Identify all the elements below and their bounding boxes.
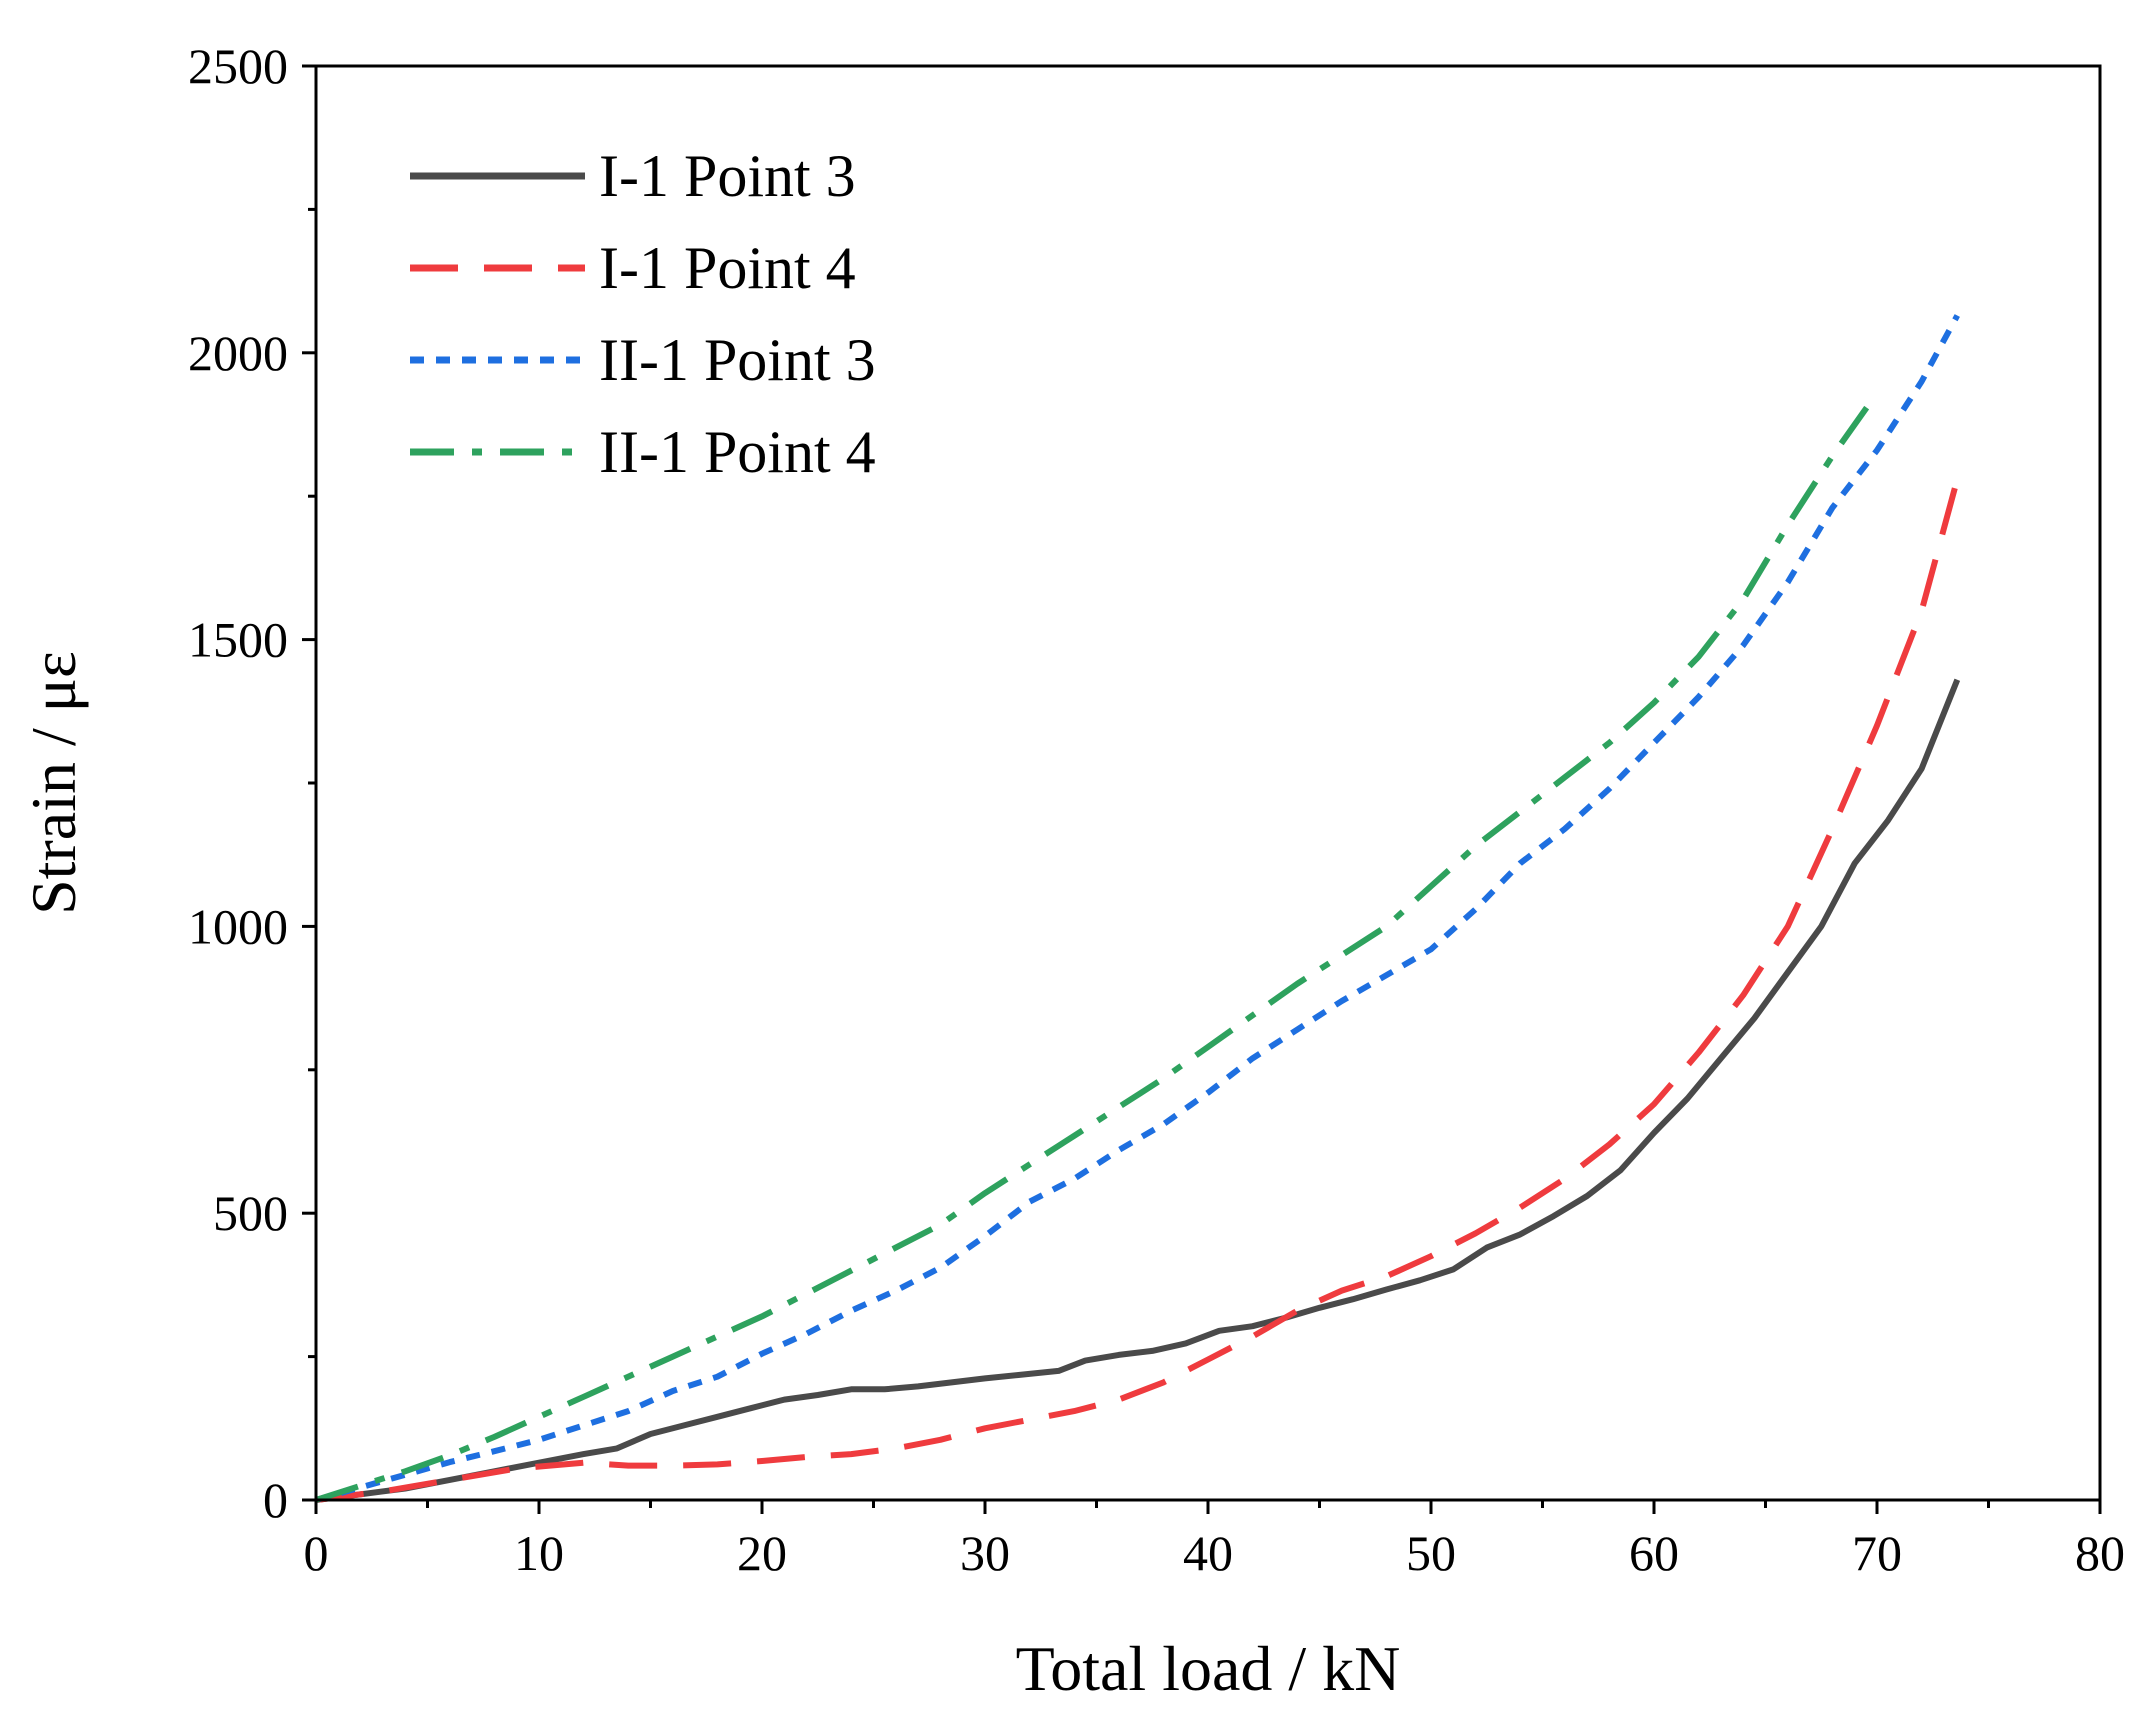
plot-frame xyxy=(314,64,2102,1502)
y-tick-label: 2500 xyxy=(188,38,288,94)
legend-label-4: II-1 Point 4 xyxy=(599,419,876,485)
series-line-2 xyxy=(315,478,1961,1503)
y-tick-label: 0 xyxy=(263,1472,288,1528)
legend-label-2: I-1 Point 4 xyxy=(599,235,856,301)
x-tick-label: 50 xyxy=(1406,1525,1456,1581)
x-tick-label: 70 xyxy=(1852,1525,1902,1581)
series-line-1 xyxy=(315,678,1961,1503)
x-tick-label: 0 xyxy=(304,1525,329,1581)
x-tick-label: 40 xyxy=(1183,1525,1233,1581)
series-line-3 xyxy=(315,314,1960,1503)
x-tick-label: 80 xyxy=(2075,1525,2125,1581)
y-tick-label: 1000 xyxy=(188,898,288,954)
x-tick-label: 60 xyxy=(1629,1525,1679,1581)
y-tick-label: 2000 xyxy=(188,325,288,381)
y-tick-label: 1500 xyxy=(188,612,288,668)
x-tick-label: 20 xyxy=(737,1525,787,1581)
plot-layer xyxy=(315,314,1961,1503)
axes-layer: 0 10 20 30 40 50 60 70 80 0 500 1000 1500 2000 2500 xyxy=(188,38,2125,1581)
legend-label-3: II-1 Point 3 xyxy=(599,327,876,393)
y-tick-label: 500 xyxy=(213,1185,288,1241)
x-tick-label: 10 xyxy=(514,1525,564,1581)
series-line-4 xyxy=(315,391,1880,1503)
y-axis-title: Strain / με xyxy=(18,651,89,915)
legend: I-1 Point 3 I-1 Point 4 II-1 Point 3 II-1 P… xyxy=(410,143,876,485)
x-axis-title: Total load / kN xyxy=(1016,1633,1401,1704)
legend-label-1: I-1 Point 3 xyxy=(599,143,856,209)
x-tick-label: 30 xyxy=(960,1525,1010,1581)
